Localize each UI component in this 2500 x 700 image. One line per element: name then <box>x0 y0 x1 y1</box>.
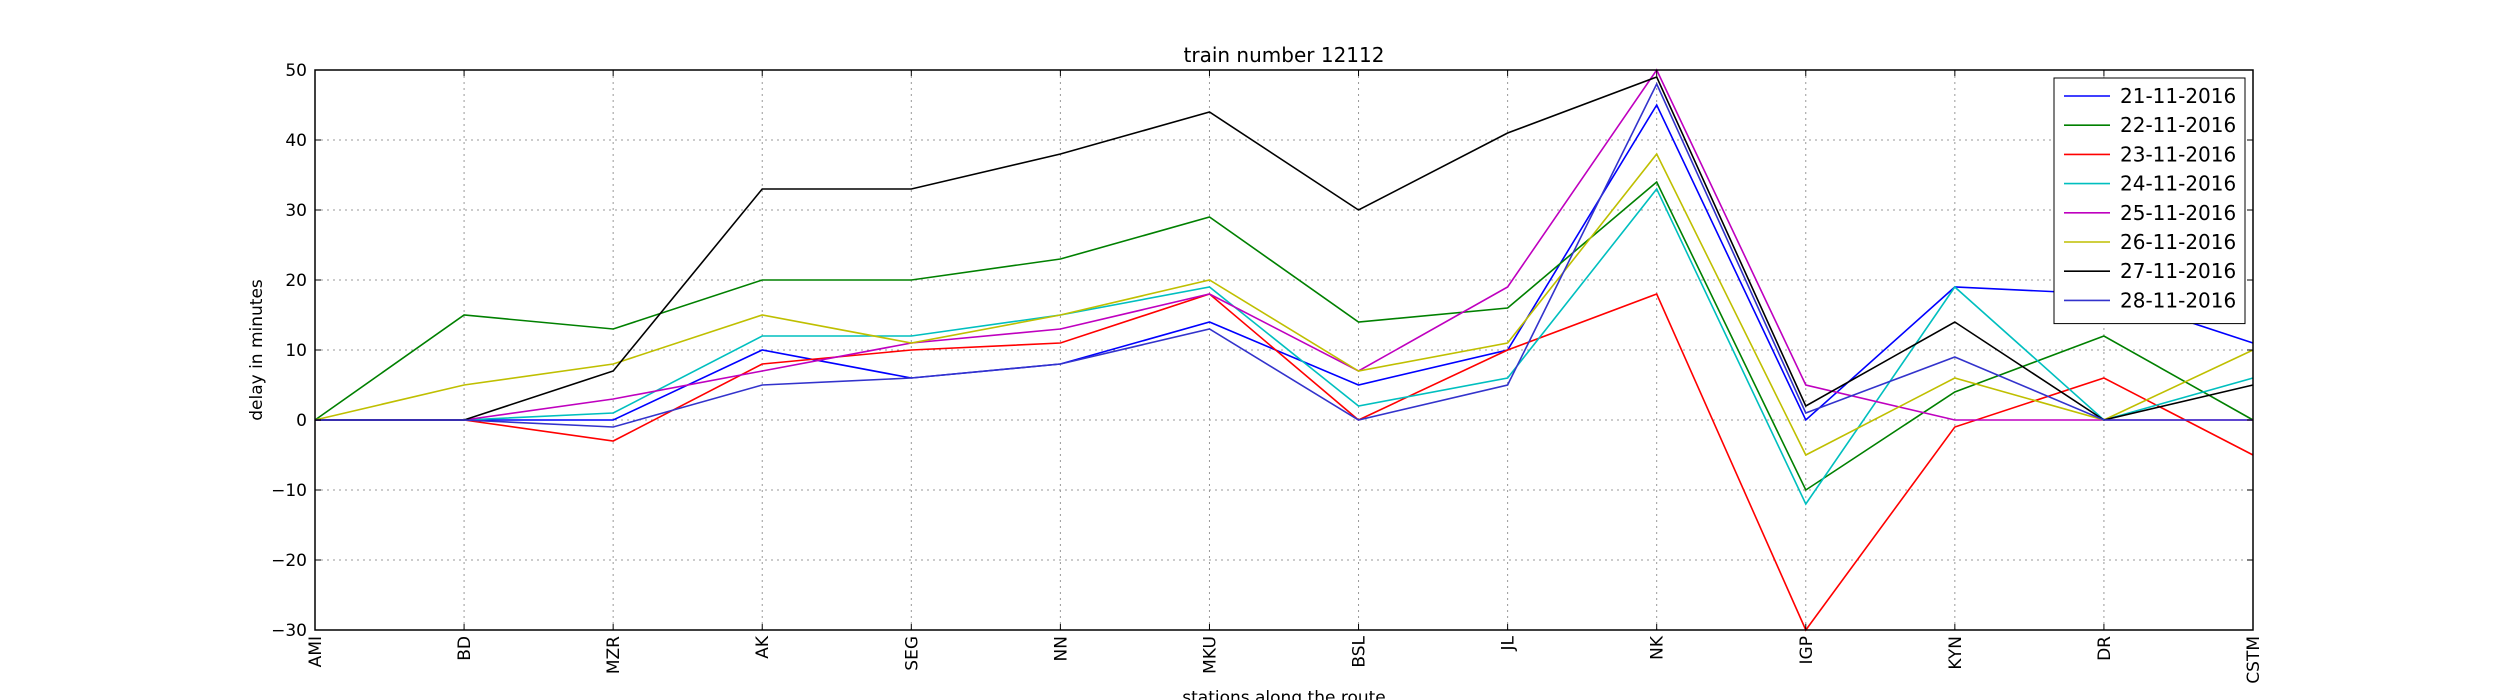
legend-frame <box>2053 77 2246 325</box>
y-tick-label: 30 <box>285 201 307 221</box>
y-tick-label: 20 <box>285 271 307 291</box>
series-line-26-11-2016 <box>314 152 2254 457</box>
x-tick-label: MZR <box>604 636 624 674</box>
y-axis-title: delay in minutes <box>247 279 267 421</box>
x-tick-label: NK <box>1648 635 1668 660</box>
y-tick-label: 10 <box>285 341 307 361</box>
series-line-27-11-2016 <box>315 75 2254 421</box>
y-tick-label: −20 <box>271 551 307 571</box>
series-line-21-11-2016 <box>315 103 2254 422</box>
y-tick-label: 50 <box>285 61 307 81</box>
x-tick-label: MKU <box>1200 636 1220 674</box>
x-tick-label: NN <box>1051 636 1071 661</box>
y-tick-label: −30 <box>271 621 307 641</box>
series-line-23-11-2016 <box>315 292 2254 632</box>
x-tick-label: IGP <box>1797 636 1817 664</box>
x-tick-label: BD <box>455 636 475 661</box>
chart-title: train number 12112 <box>1184 43 1385 67</box>
x-tick-label: AMI <box>306 636 326 667</box>
x-tick-label: CSTM <box>2244 636 2264 684</box>
series-line-28-11-2016 <box>315 82 2253 428</box>
legend-label: 25-11-2016 <box>2120 201 2236 225</box>
y-tick-label: 0 <box>296 411 307 431</box>
x-tick-label: SEG <box>902 636 922 671</box>
x-tick-label: JL <box>1499 635 1519 651</box>
legend-label: 26-11-2016 <box>2120 230 2236 254</box>
legend-label: 28-11-2016 <box>2120 288 2236 312</box>
series-layer <box>314 68 2254 632</box>
series-line-24-11-2016 <box>315 187 2254 506</box>
x-tick-label: AK <box>753 635 773 659</box>
series-line-25-11-2016 <box>315 68 2253 421</box>
series-line-22-11-2016 <box>314 180 2254 492</box>
legend-label: 27-11-2016 <box>2120 259 2236 283</box>
legend: 21-11-2016 22-11-2016 23-11-2016 24-11-2016… <box>2053 77 2246 325</box>
legend-label: 24-11-2016 <box>2120 172 2236 196</box>
legend-label: 23-11-2016 <box>2120 142 2236 166</box>
x-axis-title: stations along the route <box>1182 688 1386 700</box>
legend-label: 21-11-2016 <box>2120 84 2236 108</box>
y-tick-label: −10 <box>271 481 307 501</box>
plot-frame <box>314 69 2254 631</box>
y-tick-label: 40 <box>285 131 307 151</box>
tick-layer: AMI BD MZR AK SEG NN MKU BSL JL NK IGP KYN DR CSTM −30… <box>271 61 2264 684</box>
x-tick-label: KYN <box>1946 636 1966 670</box>
x-tick-label: BSL <box>1350 635 1370 667</box>
x-tick-label: DR <box>2095 636 2115 661</box>
legend-label: 22-11-2016 <box>2120 113 2236 137</box>
grid-layer <box>315 70 2253 630</box>
